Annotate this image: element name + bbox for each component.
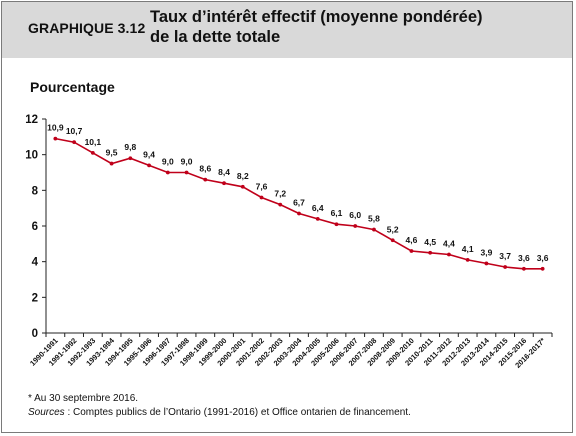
chart-axes <box>45 119 552 334</box>
data-label: 5,8 <box>368 214 380 224</box>
y-tick-label: 4 <box>32 257 39 269</box>
data-point <box>222 181 226 186</box>
data-label: 6,1 <box>331 208 343 218</box>
data-label: 4,1 <box>462 244 474 254</box>
data-point <box>90 150 95 155</box>
data-label: 3,6 <box>518 253 530 263</box>
data-point <box>390 238 395 243</box>
data-point <box>428 250 433 255</box>
y-tick-label: 0 <box>32 328 38 340</box>
y-tick-label: 10 <box>25 150 38 162</box>
data-point <box>165 170 170 175</box>
data-point <box>128 156 133 161</box>
chart-title-line-1: Taux d’intérêt effectif (moyenne pondéré… <box>150 8 483 26</box>
data-point <box>297 211 301 216</box>
data-label: 6,7 <box>293 198 305 208</box>
data-point <box>465 257 470 262</box>
data-label: 3,6 <box>537 253 549 263</box>
series-line-group <box>53 136 545 271</box>
data-label: 10,7 <box>66 126 83 136</box>
data-point <box>353 224 358 228</box>
data-label: 9,8 <box>124 142 136 152</box>
data-point <box>53 136 58 141</box>
data-label: 6,4 <box>312 203 324 213</box>
chart-title: Taux d’intérêt effectif (moyenne pondéré… <box>150 7 483 47</box>
data-point <box>203 177 208 182</box>
data-point <box>184 170 189 175</box>
sources-text: : Comptes publics de l’Ontario (1991-201… <box>64 407 411 418</box>
data-label: 8,6 <box>199 164 211 174</box>
data-point <box>240 184 245 189</box>
data-point <box>409 249 414 253</box>
data-label: 10,9 <box>47 123 64 133</box>
data-label: 4,4 <box>443 239 455 249</box>
data-point <box>109 161 114 166</box>
data-point <box>521 266 526 271</box>
chart-title-line-2: de la dette totale <box>150 28 281 46</box>
data-point <box>315 216 320 221</box>
data-point <box>259 195 264 200</box>
data-label: 7,2 <box>274 189 286 199</box>
data-label: 8,4 <box>218 167 230 177</box>
data-point <box>447 252 451 257</box>
data-point <box>72 140 77 145</box>
chart-number-label: GRAPHIQUE 3.12 <box>28 20 146 36</box>
y-axis-ticks: 0 2 4 6 8 10 12 <box>25 114 46 340</box>
data-point <box>372 227 376 232</box>
y-tick-label: 12 <box>25 114 38 126</box>
data-label: 9,4 <box>143 149 155 159</box>
data-label: 5,2 <box>387 224 399 234</box>
data-label: 9,0 <box>181 157 193 167</box>
y-tick-label: 8 <box>32 185 39 197</box>
data-label: 4,6 <box>406 235 418 245</box>
data-label: 6,0 <box>349 210 361 220</box>
footnote: * Au 30 septembre 2016. <box>28 393 139 404</box>
x-axis-ticks: 1990-19911991-19921992-19931993-19941994… <box>28 333 553 370</box>
data-label: 10,1 <box>85 137 102 147</box>
data-point <box>540 266 545 271</box>
data-label: 9,5 <box>106 148 118 158</box>
data-label: 9,0 <box>162 157 174 167</box>
y-tick-label: 6 <box>32 221 38 233</box>
data-point <box>334 222 339 227</box>
data-label: 8,2 <box>237 171 249 181</box>
data-point <box>503 265 508 269</box>
data-label: 3,7 <box>499 251 511 261</box>
data-label: 3,9 <box>480 247 492 257</box>
data-point <box>147 163 151 168</box>
header-bar <box>2 2 572 58</box>
data-label: 7,6 <box>256 181 268 191</box>
y-tick-label: 2 <box>32 292 38 304</box>
y-axis-unit-label: Pourcentage <box>30 79 115 95</box>
sources-label: Sources <box>28 407 65 418</box>
data-label: 4,5 <box>424 237 436 247</box>
data-labels: 10,9 10,710,1 9,5 9,8 9,4 9,0 9,0 8,6 8,4 8,2 7,6 7… <box>47 123 549 263</box>
data-point <box>484 261 489 266</box>
sources-note: Sources : Comptes publics de l’Ontario (… <box>28 407 411 418</box>
data-point <box>278 202 283 207</box>
